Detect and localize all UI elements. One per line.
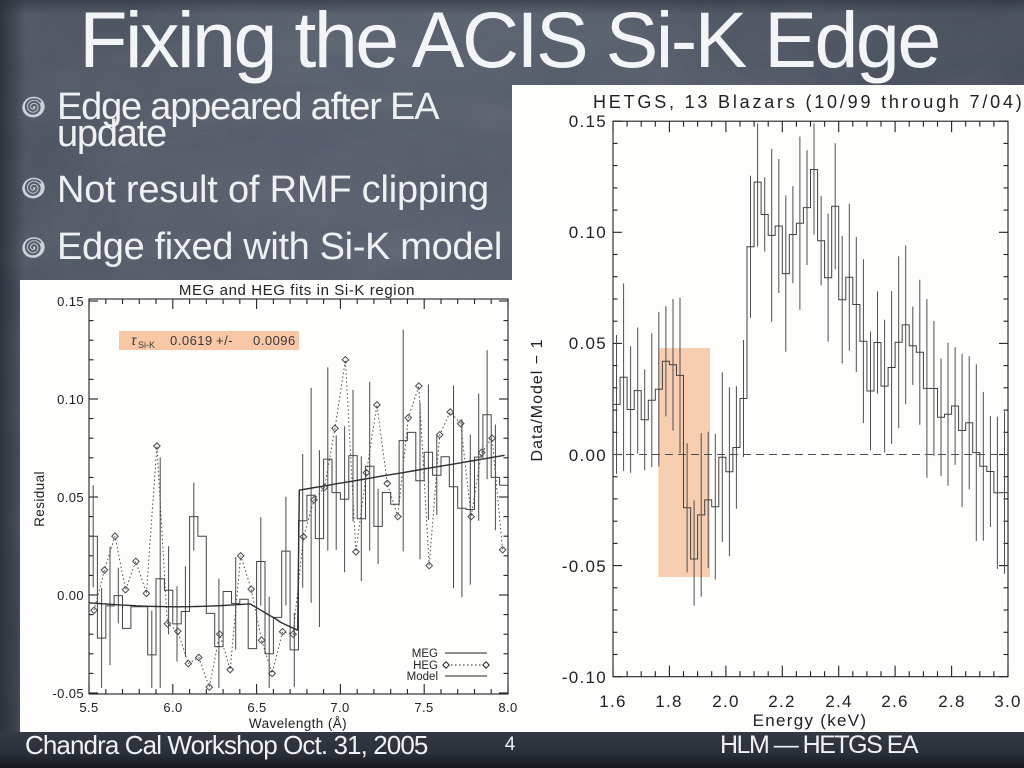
svg-text:0.10: 0.10 (57, 392, 84, 407)
svg-text:0.05: 0.05 (57, 490, 84, 505)
svg-text:-0.05: -0.05 (52, 686, 84, 701)
svg-text:2.8: 2.8 (938, 692, 966, 711)
svg-text:+/-: +/- (216, 333, 233, 348)
svg-text:-0.05: -0.05 (562, 557, 607, 576)
svg-text:5.5: 5.5 (79, 700, 98, 715)
svg-text:8.0: 8.0 (498, 700, 517, 715)
svg-text:Residual: Residual (32, 471, 47, 527)
svg-text:2.0: 2.0 (712, 692, 740, 711)
svg-text:Si-K: Si-K (138, 340, 155, 350)
svg-text:0.00: 0.00 (569, 446, 607, 465)
svg-text:7.0: 7.0 (330, 700, 349, 715)
svg-text:-0.10: -0.10 (562, 668, 607, 687)
svg-text:0.10: 0.10 (569, 223, 607, 242)
svg-text:HEG: HEG (413, 660, 438, 672)
svg-text:Energy (keV): Energy (keV) (753, 711, 868, 730)
svg-text:1.8: 1.8 (655, 692, 683, 711)
svg-text:6.5: 6.5 (247, 700, 266, 715)
svg-text:6.0: 6.0 (163, 700, 182, 715)
svg-text:1.6: 1.6 (599, 692, 627, 711)
svg-text:MEG: MEG (412, 648, 438, 660)
svg-text:0.0619: 0.0619 (170, 333, 213, 348)
svg-text:Wavelength (Å): Wavelength (Å) (249, 716, 347, 731)
svg-text:0.00: 0.00 (57, 588, 84, 603)
svg-text:MEG and HEG fits in Si-K regio: MEG and HEG fits in Si-K region (179, 282, 415, 299)
svg-text:0.15: 0.15 (57, 294, 84, 309)
svg-text:0.05: 0.05 (569, 334, 607, 353)
svg-text:2.4: 2.4 (825, 692, 853, 711)
svg-text:0.0096: 0.0096 (253, 333, 296, 348)
svg-text:7.5: 7.5 (414, 700, 433, 715)
svg-text:Data/Model − 1: Data/Model − 1 (529, 339, 546, 462)
svg-text:3.0: 3.0 (994, 692, 1022, 711)
svg-text:0.15: 0.15 (569, 112, 607, 131)
svg-text:2.6: 2.6 (881, 692, 909, 711)
svg-text:HETGS, 13 Blazars (10/99 throu: HETGS, 13 Blazars (10/99 through 7/04) (593, 92, 1024, 112)
svg-text:2.2: 2.2 (768, 692, 796, 711)
svg-text:τ: τ (131, 332, 137, 348)
svg-text:Model: Model (407, 671, 438, 683)
